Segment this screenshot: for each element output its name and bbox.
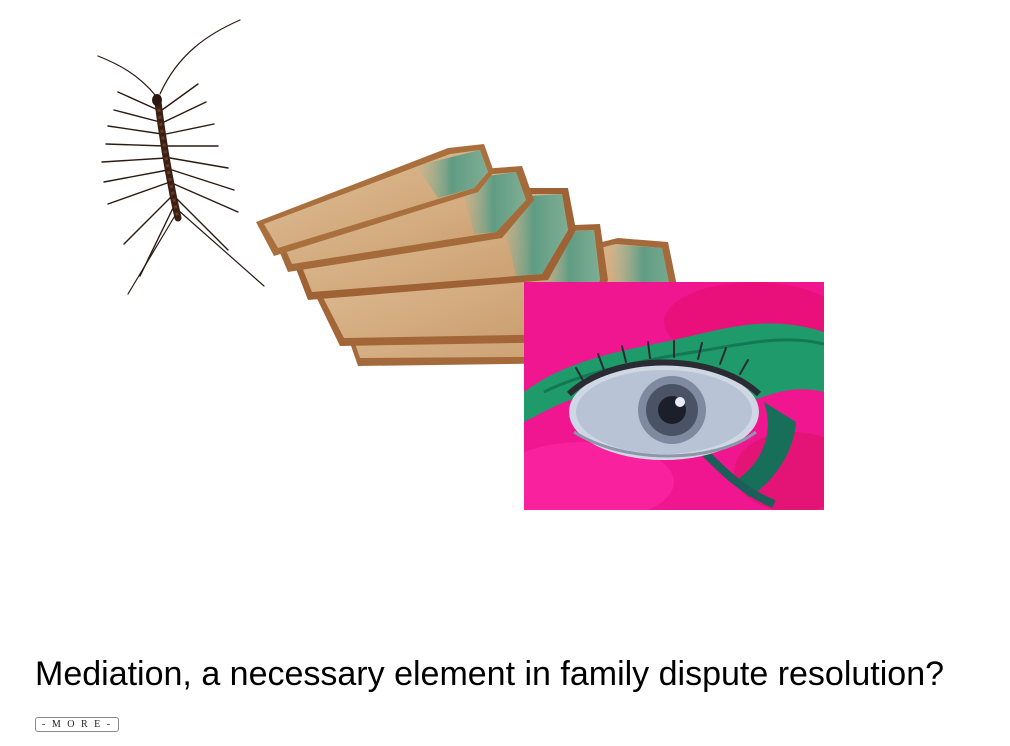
eye-lizard-collage-image xyxy=(524,282,824,510)
more-button[interactable]: - M O R E - xyxy=(35,717,120,732)
centipede-image xyxy=(97,19,265,295)
article-headline[interactable]: Mediation, a necessary element in family… xyxy=(35,655,945,693)
